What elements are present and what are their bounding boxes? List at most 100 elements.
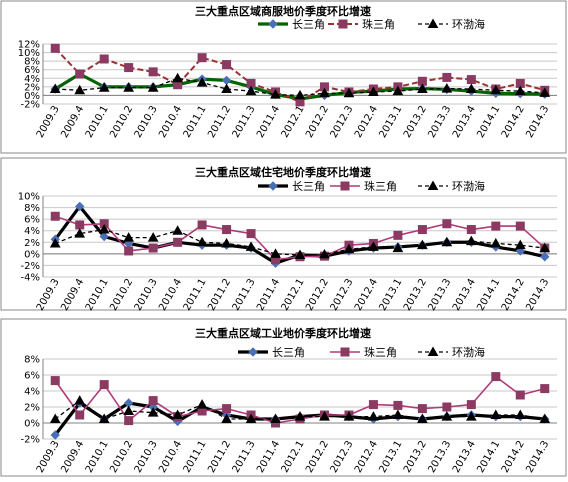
data-point [221,413,232,423]
chart-panel-3: -2%0%2%4%6%8%2009.32009.42010.12010.2201… [0,318,567,477]
chart-panel-2: -4%-2%0%2%4%6%8%10%2009.32009.42010.1201… [0,157,567,313]
data-point [222,404,232,414]
data-point [417,83,428,93]
data-point [294,89,306,100]
data-point [221,237,232,248]
data-point [368,400,378,410]
legend-marker [427,18,439,28]
data-point [465,83,477,93]
data-point [368,411,379,421]
y-tick-label: 0% [24,249,40,260]
panel-frame [0,318,567,477]
data-point [514,239,526,250]
data-point [393,400,403,410]
data-point [442,72,452,82]
data-point [491,221,501,231]
chart-panel-1: -2%0%2%4%6%8%10%12%2009.32009.42010.1201… [0,0,567,154]
series-line-3 [54,399,545,420]
data-point [515,221,525,231]
y-tick-label: 6% [24,215,40,226]
data-point [172,409,183,419]
legend-label: 珠三角 [364,345,397,359]
data-point [196,399,208,409]
legend-marker [268,181,278,191]
legend-marker [340,181,350,191]
data-point [514,85,526,96]
y-tick-label: -2% [21,261,40,272]
data-point [74,84,86,95]
data-point [540,384,550,394]
data-point [466,400,476,410]
data-point [417,239,428,250]
legend-label: 珠三角 [364,179,397,193]
data-point [123,232,135,242]
y-tick-label: 8% [24,355,40,366]
data-point [392,409,404,419]
legend-marker [338,19,348,29]
data-point [172,225,183,235]
legend-label: 长三角 [272,346,305,359]
y-tick-label: 10% [18,192,40,203]
y-tick-label: 2% [24,82,40,93]
data-point [393,230,403,240]
y-tick-label: 2% [24,403,40,414]
data-point [74,395,86,405]
legend-label: 环渤海 [452,345,485,359]
data-point [392,242,404,253]
data-point [343,411,355,421]
data-point [465,411,477,421]
y-tick-label: 8% [24,203,40,214]
data-point [319,87,330,98]
data-point [148,396,158,406]
data-point [245,413,257,423]
y-tick-label: 6% [24,371,40,382]
data-point [442,219,452,229]
data-point [75,410,85,420]
data-point [124,246,134,256]
data-point [123,82,135,92]
data-point [124,416,134,426]
data-point [417,413,428,423]
y-tick-label: 4% [24,387,40,398]
data-point [50,43,60,53]
legend-label: 长三角 [292,180,325,193]
y-tick-label: 10% [18,48,40,59]
data-point [50,376,60,386]
data-point [221,83,232,93]
data-point [123,405,135,415]
y-tick-label: 4% [24,226,40,237]
data-point [147,232,159,242]
data-point [343,87,355,98]
data-point [515,390,525,400]
data-point [222,225,232,235]
y-tick-label: -4% [21,273,40,284]
data-point [294,411,306,421]
data-point [539,413,551,423]
data-point [75,201,85,212]
chart-title: 三大重点区域商服地价季度环比增速 [195,4,371,18]
y-tick-label: 0% [24,419,40,430]
legend-marker [248,347,258,357]
data-point [392,85,404,96]
data-point [222,60,232,70]
data-point [75,220,85,230]
y-tick-label: -2% [21,435,40,446]
y-tick-label: -2% [21,100,40,111]
data-point [172,72,183,83]
data-point [319,248,330,259]
legend-label: 珠三角 [362,17,395,31]
data-point [368,86,379,96]
data-point [245,241,257,251]
data-point [539,87,551,97]
y-tick-label: 6% [24,65,40,76]
data-point [442,402,452,412]
data-point [75,69,85,79]
data-point [98,413,110,423]
data-point [417,404,427,414]
data-point [99,54,109,64]
y-tick-label: 0% [24,91,40,102]
data-point [466,225,476,235]
data-point [246,229,256,239]
